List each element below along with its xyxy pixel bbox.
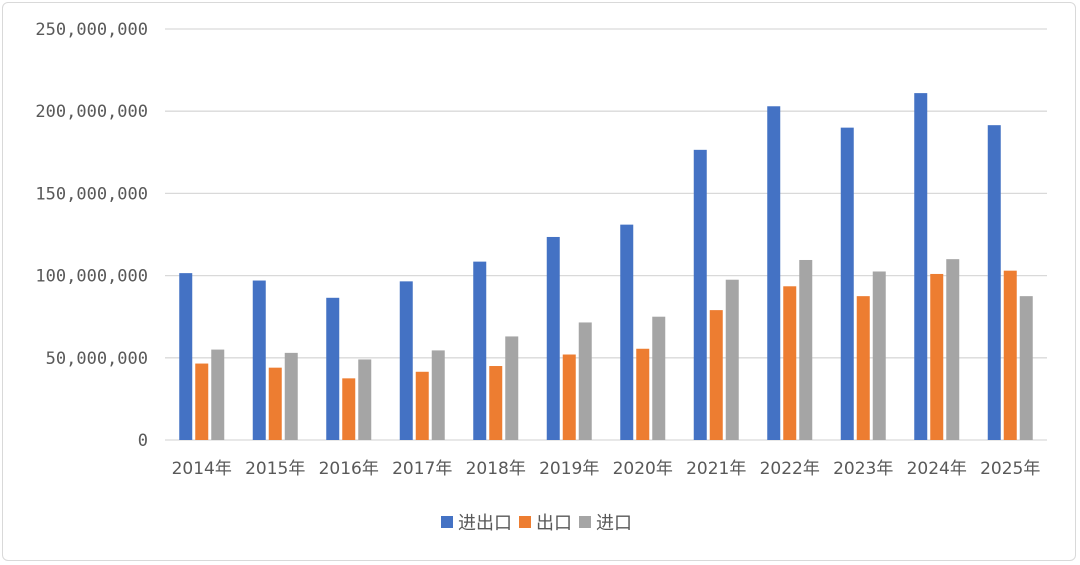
y-tick-label: 150,000,000 (35, 184, 148, 204)
bar (930, 273, 944, 440)
bar (399, 281, 413, 440)
y-tick-label: 250,000,000 (35, 20, 148, 40)
y-tick-label: 200,000,000 (35, 102, 148, 122)
x-category-label: 2020年 (613, 459, 673, 479)
x-category-label: 2019年 (539, 459, 599, 479)
x-category-label: 2016年 (319, 459, 379, 479)
x-category-label: 2014年 (172, 459, 232, 479)
x-category-label: 2025年 (980, 459, 1040, 479)
bar (562, 354, 576, 440)
legend-item: 进出口 (441, 513, 512, 534)
bar (620, 224, 634, 440)
x-category-label: 2022年 (760, 459, 820, 479)
bar (415, 371, 429, 440)
bar (342, 378, 356, 440)
bar (431, 350, 445, 440)
bar (1019, 296, 1033, 440)
bar (1003, 270, 1017, 440)
bar (252, 280, 266, 440)
bar (489, 366, 503, 440)
bar (546, 236, 560, 440)
legend-item: 出口 (519, 513, 572, 534)
x-category-label: 2023年 (833, 459, 893, 479)
legend-swatch (519, 516, 531, 528)
bar (179, 273, 193, 440)
x-category-label: 2018年 (466, 459, 526, 479)
bar (652, 316, 666, 440)
bar (840, 127, 854, 440)
bar (783, 286, 797, 440)
y-tick-label: 0 (138, 431, 148, 451)
bars (179, 93, 1033, 441)
legend-swatch (441, 516, 453, 528)
x-category-label: 2015年 (245, 459, 305, 479)
bar (358, 359, 372, 440)
bar (709, 310, 723, 440)
bar (725, 279, 739, 440)
bar (284, 352, 298, 440)
y-tick-label: 100,000,000 (35, 267, 148, 287)
bar (195, 363, 209, 440)
bar (268, 367, 282, 440)
bar (767, 106, 781, 440)
bar (856, 296, 870, 440)
y-axis-tick-labels: 0 50,000,000 100,000,000 150,000,000 200,000… (35, 20, 148, 451)
legend-item: 进口 (579, 513, 632, 534)
legend-label: 进口 (596, 513, 632, 534)
gridlines (165, 28, 1047, 441)
x-category-label: 2021年 (686, 459, 746, 479)
bar (799, 259, 813, 440)
x-category-label: 2024年 (907, 459, 967, 479)
bar (872, 271, 886, 440)
x-axis-category-labels: 2014年 2015年 2016年 2017年 2018年 2019年 2020年 2021年… (172, 459, 1041, 479)
bar (946, 259, 960, 440)
bar (505, 336, 519, 440)
legend-label: 进出口 (458, 513, 512, 534)
bar (693, 149, 707, 441)
legend: 进出口 出口 进口 (441, 513, 632, 534)
x-category-label: 2017年 (392, 459, 452, 479)
y-tick-label: 50,000,000 (46, 349, 148, 369)
bar (987, 125, 1001, 440)
bar (636, 348, 650, 440)
legend-label: 出口 (536, 513, 572, 534)
bar (211, 349, 225, 440)
bar (326, 297, 340, 440)
bar (473, 261, 487, 440)
bar (578, 322, 592, 440)
bar (914, 93, 928, 440)
legend-swatch (579, 516, 591, 528)
